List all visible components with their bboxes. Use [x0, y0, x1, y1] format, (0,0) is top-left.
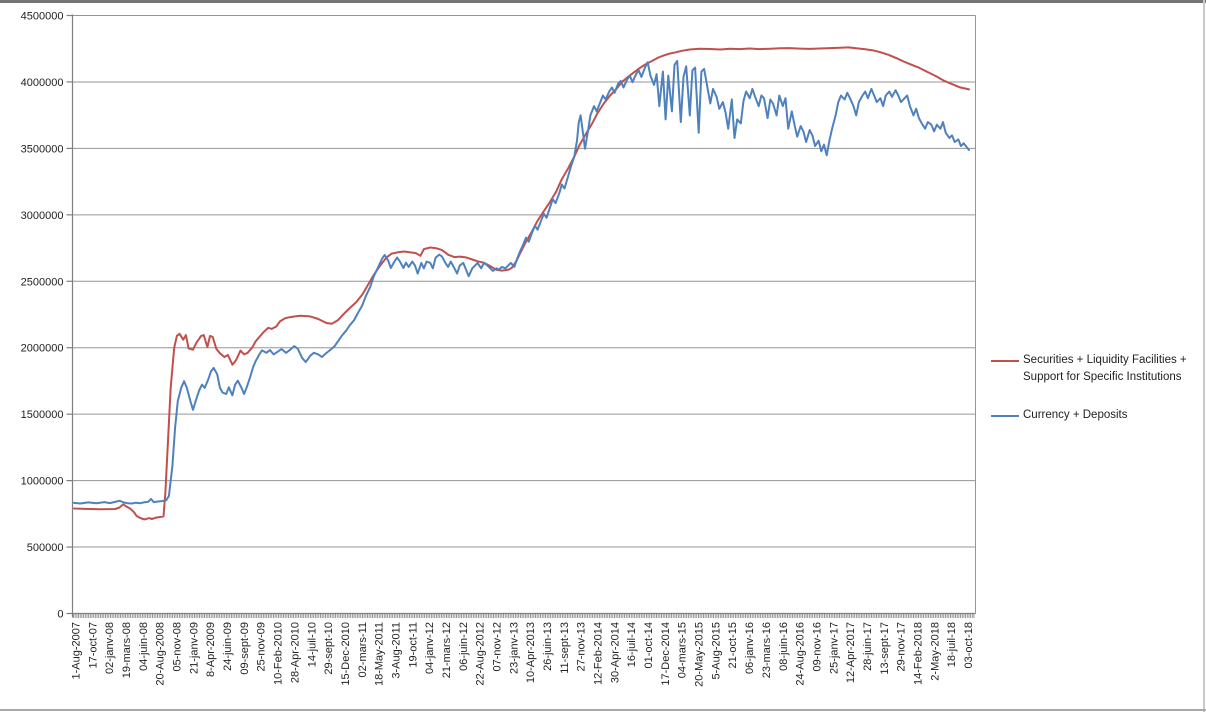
x-axis-tick-label: 10-Apr-2013: [525, 622, 537, 683]
x-axis-tick-label: 04-juin-08: [138, 622, 150, 671]
y-axis-tick-label: 2500000: [21, 276, 64, 288]
x-axis-tick-label: 06-juin-12: [458, 622, 470, 671]
x-axis-tick-labels: 1-Aug-2007 17-oct-07 02-janv-08 19-mars-08 0…: [71, 622, 976, 687]
legend-item-1[interactable]: Currency + Deposits: [991, 407, 1203, 424]
legend-swatch-0: [991, 360, 1019, 362]
x-axis-tick-label: 30-Apr-2014: [609, 622, 621, 683]
y-axis-tick-label: 2000000: [21, 343, 64, 355]
x-axis-tick-label: 16-juil-14: [626, 622, 638, 667]
chart-legend: Securities + Liquidity Facilities + Suppo…: [991, 352, 1203, 424]
x-axis-tick-label: 1-Aug-2007: [71, 622, 83, 680]
y-axis-tick-label: 4000000: [21, 77, 64, 89]
x-axis-tick-label: 19-oct-11: [407, 622, 419, 668]
x-axis-tick-label: 12-Apr-2017: [845, 622, 857, 683]
x-axis-tick-label: 14-Feb-2018: [912, 622, 924, 685]
series-line-0[interactable]: [73, 46, 970, 521]
legend-swatch-1: [991, 415, 1019, 417]
axes: [66, 14, 976, 618]
x-axis-tick-label: 23-janv-13: [508, 622, 520, 674]
x-axis-tick-label: 15-Dec-2010: [340, 622, 352, 686]
x-axis-tick-label: 21-oct-15: [727, 622, 739, 668]
x-axis-tick-label: 20-May-2015: [694, 622, 706, 687]
y-axis-tick-label: 1000000: [21, 476, 64, 488]
x-axis-tick-label: 09-nov-16: [811, 622, 823, 672]
legend-item-0[interactable]: Securities + Liquidity Facilities + Suppo…: [991, 352, 1203, 386]
x-axis-tick-label: 13-sept-17: [879, 622, 891, 675]
x-axis-tick-label: 04-janv-12: [424, 622, 436, 674]
x-axis-tick-label: 01-oct-14: [643, 622, 655, 668]
y-axis-tick-label: 0: [57, 609, 63, 621]
x-axis-tick-label: 19-mars-08: [121, 622, 133, 678]
x-axis-tick-label: 25-nov-09: [256, 622, 268, 672]
window-top-edge: [0, 0, 1206, 3]
x-axis-tick-label: 21-janv-09: [188, 622, 200, 674]
series-line-1[interactable]: [73, 59, 970, 505]
x-axis-tick-label: 06-janv-16: [744, 622, 756, 674]
x-axis-tick-label: 05-nov-08: [172, 622, 184, 672]
x-axis-tick-label: 11-sept-13: [559, 622, 571, 674]
x-axis-tick-label: 02-mars-11: [357, 622, 369, 677]
x-axis-tick-label: 09-sept-09: [239, 622, 251, 675]
x-axis-tick-label: 10-Feb-2010: [273, 622, 285, 685]
y-axis-tick-label: 1500000: [21, 409, 64, 421]
x-axis-tick-label: 25-janv-17: [828, 622, 840, 674]
x-axis-tick-label: 03-oct-18: [963, 622, 975, 668]
y-axis-tick-label: 500000: [27, 542, 64, 554]
x-axis-tick-label: 28-juin-17: [862, 622, 874, 671]
x-axis-tick-label: 17-oct-07: [87, 622, 99, 668]
x-axis-tick-label: 26-juin-13: [542, 622, 554, 671]
x-axis-tick-label: 28-Apr-2010: [289, 622, 301, 683]
window-bottom-edge: [0, 709, 1206, 711]
legend-label-1: Currency + Deposits: [1023, 409, 1128, 421]
x-axis-tick-label: 2-May-2018: [929, 622, 941, 681]
y-axis-tick-label: 3500000: [21, 143, 64, 155]
x-axis-tick-label: 21-mars-12: [441, 622, 453, 678]
x-axis-tick-label: 24-juin-09: [222, 622, 234, 671]
y-axis-tick-label: 4500000: [21, 11, 64, 23]
x-axis-tick-label: 3-Aug-2011: [390, 622, 402, 679]
x-axis-tick-label: 20-Aug-2008: [155, 622, 167, 686]
x-axis-tick-label: 8-Apr-2009: [205, 622, 217, 677]
window-right-edge: [1203, 0, 1205, 712]
x-axis-tick-label: 5-Aug-2015: [710, 622, 722, 680]
x-axis-tick-label: 23-mars-16: [761, 622, 773, 678]
y-axis-tick-labels: 0 500000 1000000 1500000 2000000 2500000 30000…: [21, 11, 64, 621]
x-axis-tick-label: 14-juil-10: [306, 622, 318, 667]
x-axis-tick-label: 29-nov-17: [896, 622, 908, 672]
gridlines: [72, 15, 976, 548]
x-axis-tick-label: 27-nov-13: [576, 622, 588, 672]
x-axis-tick-label: 29-sept-10: [323, 622, 335, 675]
x-axis-tick-label: 24-Aug-2016: [795, 622, 807, 686]
legend-label-0: Securities + Liquidity Facilities + Suppo…: [1023, 354, 1187, 383]
x-axis-tick-comb: [73, 613, 975, 618]
x-axis-tick-label: 08-juin-16: [778, 622, 790, 671]
x-axis-tick-label: 17-Dec-2014: [660, 622, 672, 686]
x-axis-tick-label: 22-Aug-2012: [475, 622, 487, 686]
x-axis-tick-label: 18-May-2011: [374, 622, 386, 686]
x-axis-tick-label: 18-juil-18: [946, 622, 958, 667]
x-axis-tick-label: 07-nov-12: [491, 622, 503, 672]
y-axis-tick-label: 3000000: [21, 210, 64, 222]
x-axis-tick-label: 04-mars-15: [677, 622, 689, 678]
x-axis-tick-label: 12-Feb-2014: [593, 622, 605, 685]
x-axis-tick-label: 02-janv-08: [104, 622, 116, 674]
